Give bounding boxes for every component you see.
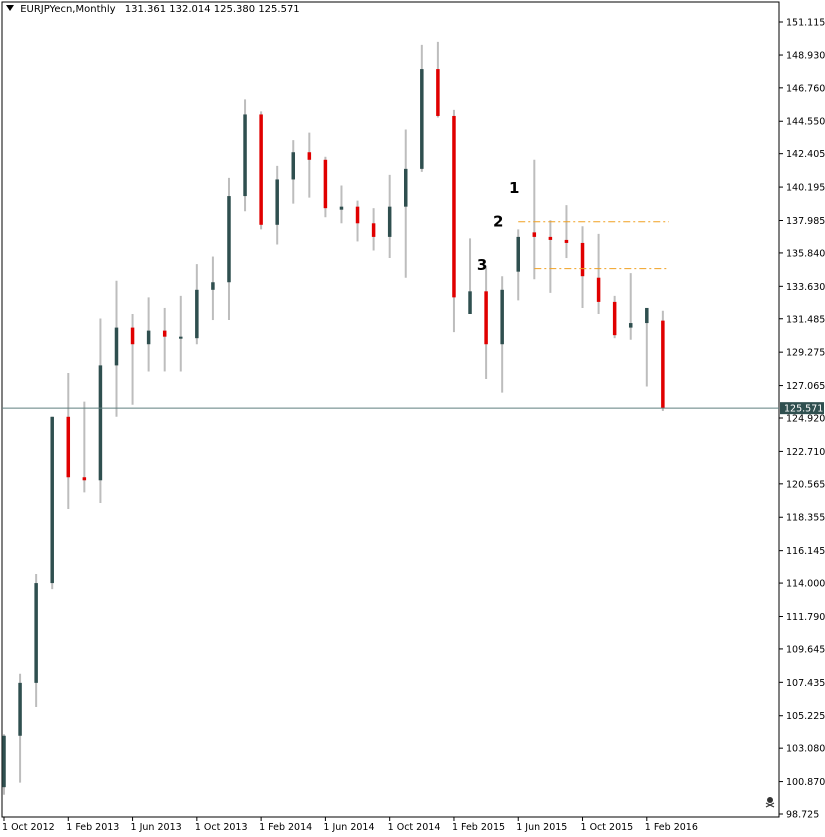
candle-body-bull	[628, 323, 633, 328]
x-tick-label: 1 Feb 2013	[66, 822, 119, 833]
y-tick-label: 105.225	[786, 711, 825, 722]
candle-body-bear	[66, 416, 71, 478]
candle-body-bear	[307, 152, 312, 160]
wave-label: 1	[509, 179, 519, 197]
candle-body-bear	[436, 69, 440, 116]
y-tick-label: 135.840	[786, 248, 825, 259]
candle-body-bull	[18, 682, 22, 736]
candle-body-bear	[82, 477, 87, 481]
y-tick-label: 122.710	[786, 447, 825, 458]
y-tick-label: 118.355	[786, 513, 825, 524]
wave-label: 2	[493, 212, 503, 230]
candle-body-bull	[195, 289, 199, 339]
y-tick-label: 146.760	[786, 83, 825, 94]
candle-body-bull	[146, 330, 151, 345]
y-tick-label: 140.195	[786, 183, 825, 194]
y-tick-label: 137.985	[786, 216, 825, 227]
candle-body-bear	[162, 330, 167, 337]
skull-icon-bone	[765, 802, 775, 808]
y-tick-label: 131.485	[786, 314, 825, 325]
candle-body-bull	[404, 168, 408, 207]
y-tick-label: 116.145	[786, 546, 825, 557]
x-tick-label: 1 Oct 2012	[2, 822, 55, 833]
y-tick-label: 109.645	[786, 644, 825, 655]
y-tick-label: 151.115	[786, 18, 825, 29]
collapse-triangle-icon[interactable]	[6, 5, 14, 11]
candle-body-bull	[34, 583, 38, 683]
candle-body-bear	[371, 223, 376, 237]
y-tick-label: 114.000	[786, 579, 825, 590]
y-tick-label: 129.275	[786, 348, 825, 359]
candle-body-bull	[339, 206, 344, 210]
y-tick-label: 111.790	[786, 612, 825, 623]
x-tick-label: 1 Jun 2013	[131, 822, 182, 833]
candle-body-bull	[291, 152, 296, 180]
y-tick-label: 120.565	[786, 479, 825, 490]
chart-header: EURJPYecn,Monthly 131.361 132.014 125.38…	[6, 4, 300, 15]
y-tick-label: 103.080	[786, 744, 825, 755]
candle-body-bull	[516, 236, 520, 272]
candle-body-bull	[50, 416, 54, 584]
wave-label: 3	[477, 256, 487, 274]
y-tick-label: 98.725	[786, 810, 819, 821]
x-tick-label: 1 Oct 2015	[581, 822, 634, 833]
candle-body-bull	[420, 69, 424, 169]
candle-body-bull	[211, 282, 215, 290]
candle-body-bear	[452, 115, 456, 298]
current-price-tag-label: 125.571	[784, 404, 823, 415]
candle-body-bull	[227, 196, 231, 283]
candle-body-bear	[596, 277, 601, 302]
candle-body-bear	[532, 232, 537, 237]
x-tick-label: 1 Feb 2015	[452, 822, 505, 833]
y-tick-label: 100.870	[786, 777, 825, 788]
current-price-tag	[780, 402, 824, 415]
y-tick-label: 107.435	[786, 678, 825, 689]
x-tick-label: 1 Oct 2014	[388, 822, 441, 833]
y-tick-label: 142.405	[786, 149, 825, 160]
ohlc-values: 131.361 132.014 125.380 125.571	[124, 4, 300, 15]
x-tick-label: 1 Feb 2014	[259, 822, 312, 833]
skull-icon	[765, 797, 775, 808]
symbol-label: EURJPYecn,Monthly	[20, 4, 116, 15]
y-tick-label: 133.630	[786, 282, 825, 293]
candle-body-bull	[243, 114, 247, 197]
candle-body-bull	[468, 291, 472, 314]
candle-body-bear	[661, 320, 665, 409]
candle-body-bull	[114, 327, 119, 366]
plot-frame	[1, 1, 780, 818]
candle-body-bear	[564, 239, 569, 243]
candle-body-bull	[645, 307, 649, 324]
candle-body-bull	[275, 179, 279, 225]
x-tick-label: 1 Oct 2013	[195, 822, 248, 833]
candle-body-bear	[259, 114, 263, 225]
x-tick-label: 1 Feb 2016	[645, 822, 698, 833]
candle-body-bull	[2, 735, 6, 788]
candle-body-bull	[500, 289, 504, 345]
candle-body-bull	[179, 336, 183, 339]
candle-body-bear	[612, 301, 617, 336]
x-tick-label: 1 Jun 2015	[516, 822, 567, 833]
candle-body-bear	[580, 242, 585, 277]
candle-body-bear	[548, 236, 553, 240]
candle-body-bull	[98, 365, 103, 481]
candle-body-bear	[355, 206, 360, 224]
candle-body-bear	[130, 327, 135, 345]
y-tick-label: 148.930	[786, 51, 825, 62]
y-tick-label: 127.065	[786, 381, 825, 392]
candle-body-bear	[323, 159, 328, 209]
x-tick-label: 1 Jun 2014	[323, 822, 374, 833]
candle-body-bull	[387, 206, 392, 237]
y-tick-label: 144.550	[786, 117, 825, 128]
y-tick-label: 124.920	[786, 414, 825, 425]
skull-icon-head	[767, 797, 773, 803]
candle-body-bear	[484, 291, 488, 345]
